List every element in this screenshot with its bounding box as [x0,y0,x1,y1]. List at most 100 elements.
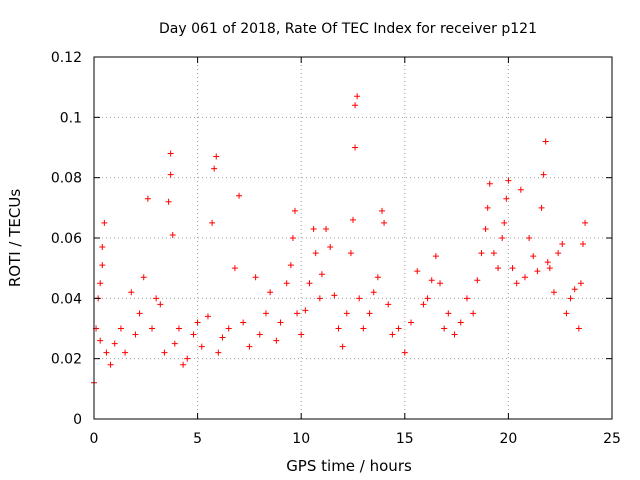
data-point [194,319,201,326]
data-point [503,195,510,202]
data-point [161,349,168,356]
data-point [555,250,562,257]
data-point [306,280,313,287]
data-point [343,310,350,317]
data-point [563,310,570,317]
data-point [283,280,290,287]
chart-title: Day 061 of 2018, Rate Of TEC Index for r… [159,21,537,37]
data-point [374,274,381,281]
data-point [457,319,464,326]
data-point [482,225,489,232]
data-point [262,310,269,317]
data-point [101,219,108,226]
data-point [136,310,143,317]
data-point [579,241,586,248]
data-point [256,331,263,338]
y-tick-label: 0.12 [51,50,82,66]
data-point [99,244,106,251]
data-point [323,225,330,232]
data-point [352,144,359,151]
data-point [97,337,104,344]
data-point [360,325,367,332]
data-point [213,153,220,160]
x-tick-label: 15 [396,431,414,447]
data-point [395,325,402,332]
data-point [153,295,160,302]
data-point [169,231,176,238]
data-point [198,343,205,350]
data-point [420,301,427,308]
data-point [231,265,238,272]
data-point [484,204,491,211]
data-point [316,295,323,302]
data-point [236,192,243,199]
data-point [132,331,139,338]
data-point [190,331,197,338]
data-point [571,286,578,293]
data-point [339,343,346,350]
data-point [379,207,386,214]
data-point [157,301,164,308]
data-point [401,349,408,356]
data-point [445,310,452,317]
data-point [211,165,218,172]
data-point [167,171,174,178]
data-point [167,150,174,157]
data-point [490,250,497,257]
x-tick-label: 25 [603,431,621,447]
data-point [298,331,305,338]
data-point [352,102,359,109]
y-tick-label: 0.06 [51,231,82,247]
data-point [509,265,516,272]
data-point [219,334,226,341]
data-point [287,262,294,269]
data-point [97,280,104,287]
data-point [385,301,392,308]
data-point [542,138,549,145]
data-point [559,241,566,248]
data-point [289,235,296,241]
data-point [432,253,439,260]
data-point [122,349,129,356]
data-point [441,325,448,332]
data-point [478,250,485,257]
data-point [277,319,284,326]
data-point [291,207,298,214]
data-point [331,292,338,299]
data-point [350,216,356,223]
data-point [486,180,493,187]
data-point [517,186,524,193]
data-point [540,171,547,178]
y-tick-label: 0.04 [51,291,82,307]
data-point [184,355,191,362]
data-point [505,177,512,184]
data-point [538,204,545,211]
y-tick-label: 0.08 [51,171,82,187]
data-point [327,244,334,251]
data-point [381,219,388,226]
data-point [513,280,520,287]
y-tick-label: 0.02 [51,352,82,368]
data-point [149,325,156,332]
data-point [521,274,528,281]
x-tick-label: 0 [90,431,99,447]
x-tick-label: 20 [499,431,517,447]
data-point [117,325,124,332]
data-point [437,280,444,287]
data-point [366,310,373,317]
x-tick-label: 10 [292,431,310,447]
data-point [144,195,151,202]
x-axis-title: GPS time / hours [286,457,412,475]
data-point [428,277,435,284]
data-point [354,93,361,100]
data-point [128,289,135,296]
data-point [530,253,537,260]
data-point [424,295,431,302]
data-point [252,274,259,281]
data-point [215,349,222,356]
data-point [499,235,506,241]
data-point [175,325,182,332]
data-point [414,268,421,275]
y-tick-label: 0 [73,412,82,428]
data-point [225,325,232,332]
